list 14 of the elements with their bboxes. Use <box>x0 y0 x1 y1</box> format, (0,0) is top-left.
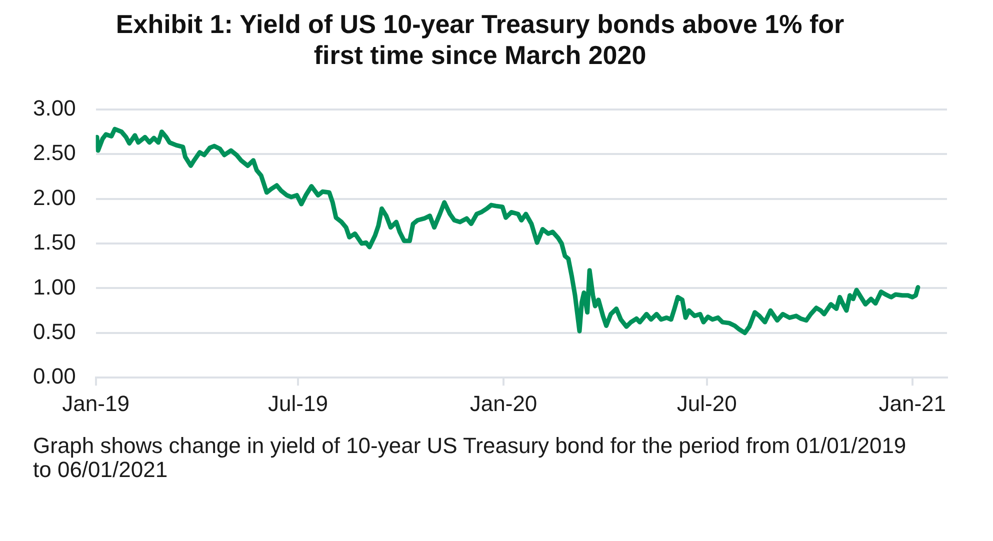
x-tick-label: Jan-20 <box>470 390 538 416</box>
x-tick-label: Jan-21 <box>878 390 946 416</box>
x-tick-label: Jul-19 <box>268 390 328 416</box>
y-tick-label: 3.00 <box>32 95 76 120</box>
y-tick-label: 1.50 <box>32 230 76 255</box>
y-tick-label: 0.00 <box>32 364 76 389</box>
y-tick-label: 1.00 <box>32 274 76 300</box>
chart-title: Exhibit 1: Yield of US 10-year Treasury bonds above 1% for first time since March 2020 <box>116 8 844 70</box>
y-tick-label: 2.00 <box>32 184 76 210</box>
text: Graph shows change in yield of 10-year US Treasury bond for the period from 01/01/2019 to 06/01/2021 <box>33 433 906 482</box>
x-tick-label: Jan-19 <box>62 390 130 416</box>
y-tick-label: 0.50 <box>32 318 76 344</box>
x-tick-label: Jul-20 <box>676 390 737 416</box>
y-tick-label: 2.50 <box>32 140 76 166</box>
